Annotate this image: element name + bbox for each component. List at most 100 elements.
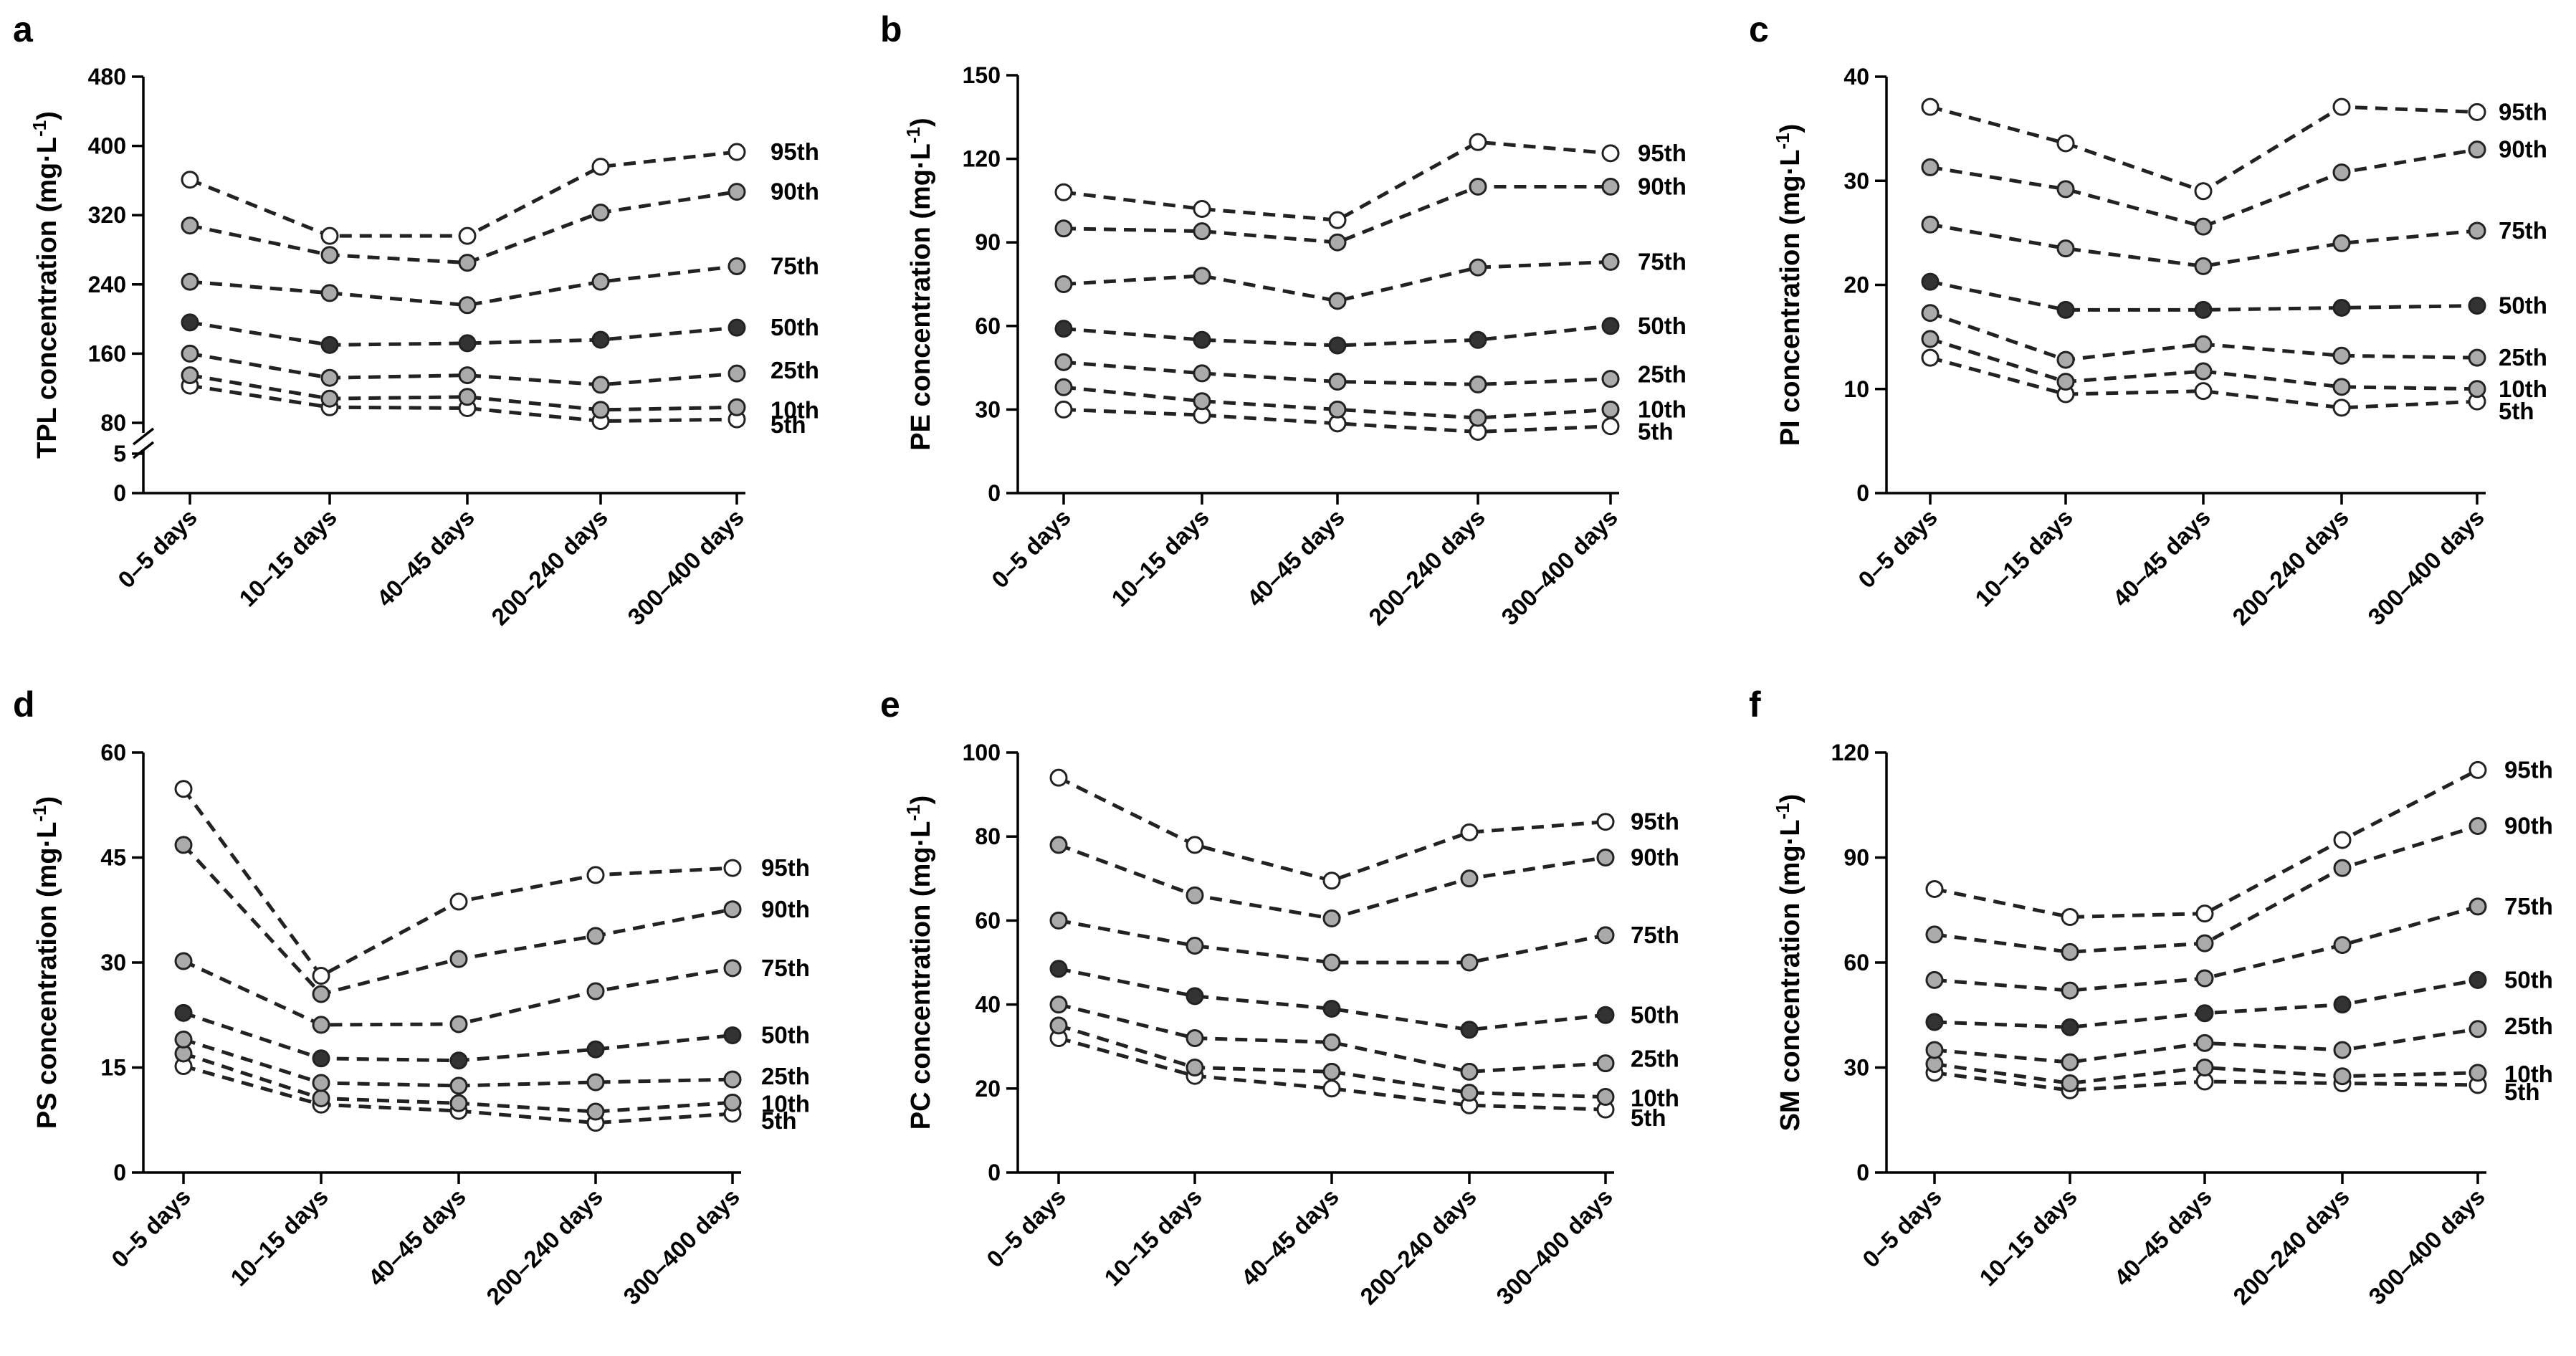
series-label-50th: 50th <box>771 314 819 340</box>
data-point-95th <box>723 859 742 877</box>
data-point-95th <box>728 143 746 161</box>
data-point-90th <box>2056 180 2075 199</box>
data-point-10th <box>1049 1016 1068 1035</box>
data-point-10th <box>591 401 610 419</box>
data-point-50th <box>1322 999 1341 1018</box>
data-point-10th <box>1186 1059 1204 1076</box>
series-label-5th: 5th <box>1631 1104 1666 1131</box>
x-tick-label: 0–5 days <box>981 1183 1071 1273</box>
data-point-25th <box>1921 304 1940 323</box>
data-point-10th <box>723 1093 742 1112</box>
data-point-50th <box>2194 300 2213 319</box>
data-point-10th <box>2332 378 2351 396</box>
series-line-75th <box>1929 222 2478 268</box>
y-tick-label: 10 <box>1843 376 1869 402</box>
series-line-5th <box>183 1064 733 1125</box>
data-point-75th <box>2333 936 2352 955</box>
data-point-75th <box>1469 258 1487 277</box>
series-label-75th: 75th <box>1638 248 1687 274</box>
data-point-25th <box>1193 364 1211 383</box>
data-point-90th <box>1054 219 1073 238</box>
data-point-95th <box>2194 182 2213 201</box>
y-tick-label: 0 <box>988 1160 1001 1185</box>
data-point-90th <box>1596 849 1615 866</box>
y-tick-label: 15 <box>100 1055 126 1081</box>
series-line-50th <box>1929 280 2478 312</box>
panel-a: a 80 160 240 320 400 480 5 00–5 days 10–15 days 40… <box>13 9 819 630</box>
series-label-5th: 5th <box>761 1107 797 1134</box>
series-line-95th <box>181 788 733 978</box>
y-axis-label-main: TPL concentration (mg·L <box>32 137 62 459</box>
data-point-95th <box>2056 134 2075 153</box>
data-point-50th <box>312 1049 330 1068</box>
x-tick-label: 300–400 days <box>1491 1183 1618 1310</box>
series-label-90th: 90th <box>771 178 819 205</box>
data-point-75th <box>312 1016 330 1034</box>
data-point-10th <box>1328 400 1347 419</box>
data-point-50th <box>1193 330 1211 349</box>
data-point-95th <box>1186 836 1204 854</box>
data-point-75th <box>2195 969 2214 988</box>
y-tick-label: 60 <box>975 907 1001 933</box>
series-label-75th: 75th <box>2504 893 2553 920</box>
data-point-25th <box>1469 375 1487 393</box>
panel-e: e 0 20 40 60 80 100 0–5 days 10–15 days 40–45 day… <box>880 684 1679 1309</box>
panel-b: b 0 30 60 90 120 150 0–5 days 10–15 days 40–45 da… <box>880 9 1687 630</box>
data-point-75th <box>174 952 193 970</box>
y-axis-label: SM concentration (mg·L-1) <box>1772 794 1805 1132</box>
data-point-90th <box>1469 177 1487 196</box>
data-point-25th <box>1054 353 1073 371</box>
data-point-10th <box>312 1089 330 1107</box>
data-point-25th <box>1049 995 1068 1014</box>
y-tick-label: 20 <box>975 1076 1001 1102</box>
y-tick-label: 5 <box>113 441 126 467</box>
series-label-95th: 95th <box>761 854 810 881</box>
x-tick-label: 200–240 days <box>1355 1183 1482 1310</box>
y-axis-label-close: ) <box>906 796 936 805</box>
data-point-95th <box>2332 97 2351 116</box>
data-point-10th <box>2333 1067 2352 1086</box>
series-line-90th <box>182 844 733 996</box>
data-point-90th <box>1328 233 1347 252</box>
data-point-95th <box>1596 813 1615 831</box>
y-tick-label: 80 <box>100 410 126 436</box>
data-point-75th <box>1193 267 1211 285</box>
series-line-90th <box>1934 824 2479 954</box>
data-point-75th <box>1054 275 1073 293</box>
data-point-50th <box>181 313 199 332</box>
y-tick-label: 400 <box>88 133 126 159</box>
series-label-10th: 10th <box>2499 376 2547 402</box>
series-label-90th: 90th <box>1631 844 1679 871</box>
data-point-75th <box>1322 953 1341 972</box>
series-label-25th: 25th <box>1638 361 1687 388</box>
y-axis-label: PI concentration (mg·L-1) <box>1772 124 1805 447</box>
y-tick-label: 90 <box>1843 845 1869 871</box>
x-tick-label: 10–15 days <box>1970 504 2078 612</box>
panel-c: c 0 10 20 30 40 0–5 days 10–15 days 40–45 days 20… <box>1749 9 2547 630</box>
data-point-10th <box>181 366 199 385</box>
y-axis-label-close: ) <box>32 796 62 806</box>
series-label-5th: 5th <box>2499 398 2534 424</box>
data-point-95th <box>458 226 477 245</box>
data-point-95th <box>2061 908 2079 927</box>
data-point-90th <box>1601 177 1620 196</box>
series-label-90th: 90th <box>761 896 810 922</box>
y-axis-label-close: ) <box>32 111 62 120</box>
data-point-90th <box>586 927 605 945</box>
series-line-75th <box>1058 918 1606 965</box>
data-point-75th <box>2468 221 2486 240</box>
series-label-75th: 75th <box>771 252 819 279</box>
x-tick-label: 0–5 days <box>1857 1183 1947 1273</box>
data-point-10th <box>320 389 339 408</box>
series-line-10th <box>1058 1023 1606 1099</box>
y-axis-label-main: PS concentration (mg·L <box>32 822 62 1130</box>
data-point-50th <box>1186 987 1204 1006</box>
series-label-90th: 90th <box>2499 136 2547 163</box>
data-point-25th <box>728 364 746 383</box>
y-axis-label-close: ) <box>1775 124 1805 133</box>
y-tick-label: 60 <box>975 313 1001 339</box>
y-tick-label: 150 <box>963 62 1001 88</box>
data-point-90th <box>1322 909 1341 927</box>
series-line-25th <box>1058 1003 1606 1074</box>
